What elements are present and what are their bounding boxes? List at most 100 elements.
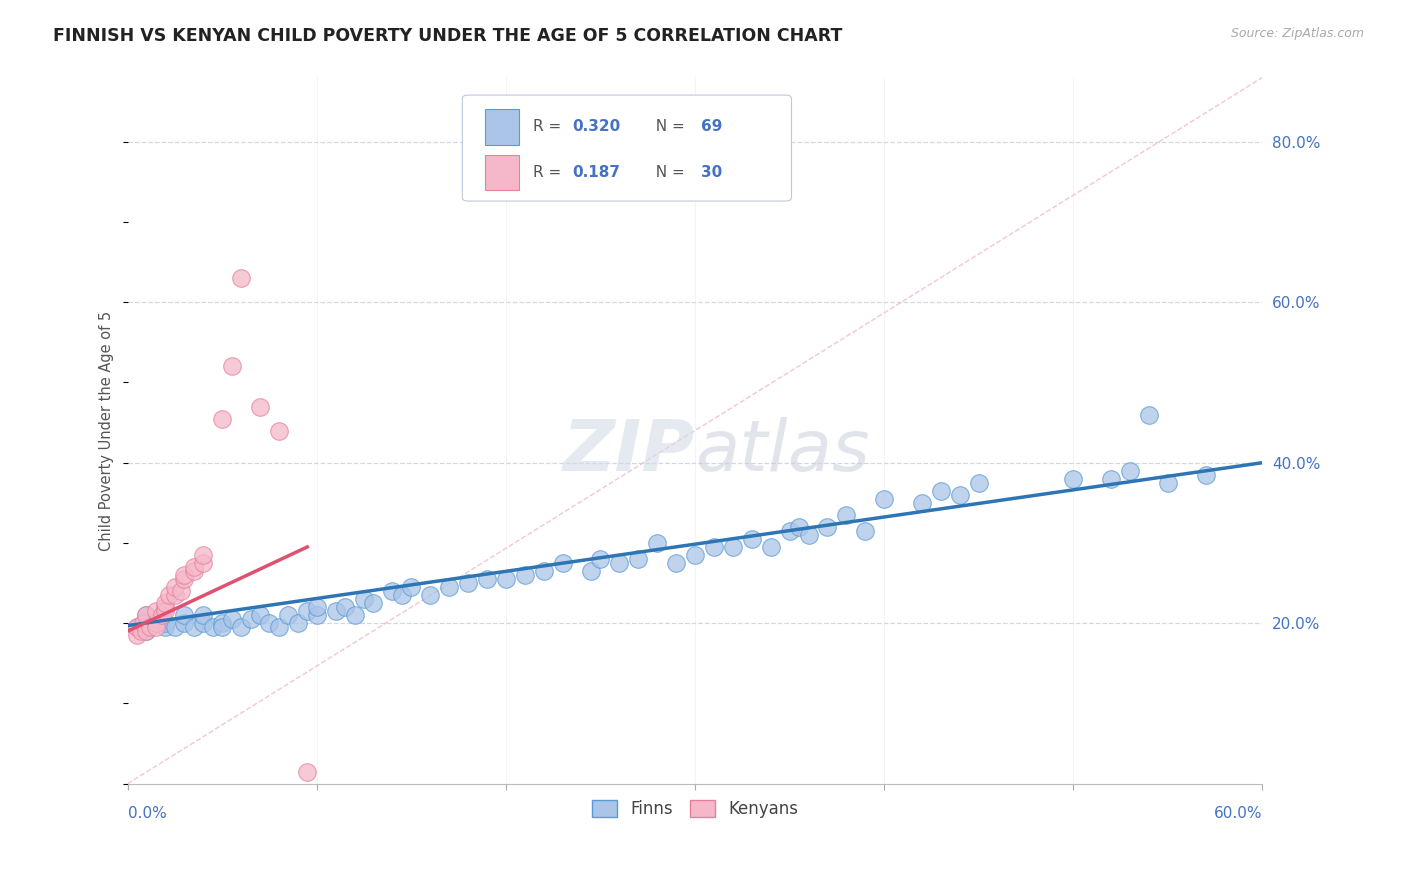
Point xyxy=(457,576,479,591)
Point xyxy=(267,424,290,438)
Point xyxy=(155,616,177,631)
Point xyxy=(163,620,186,634)
Point xyxy=(419,588,441,602)
Point xyxy=(1137,408,1160,422)
Text: N =: N = xyxy=(647,165,690,180)
Point xyxy=(173,608,195,623)
Point xyxy=(305,600,328,615)
Point xyxy=(645,536,668,550)
Point xyxy=(533,564,555,578)
Point xyxy=(551,556,574,570)
Text: 0.0%: 0.0% xyxy=(128,806,166,822)
Point xyxy=(125,620,148,634)
Point xyxy=(873,491,896,506)
Text: 69: 69 xyxy=(700,120,723,135)
Text: R =: R = xyxy=(533,120,565,135)
Point xyxy=(305,608,328,623)
Point xyxy=(333,600,356,615)
Point xyxy=(173,568,195,582)
Point xyxy=(297,604,319,618)
Point xyxy=(229,271,252,285)
Point xyxy=(125,620,148,634)
Point xyxy=(221,612,243,626)
Point xyxy=(815,520,838,534)
Text: N =: N = xyxy=(647,120,690,135)
Point xyxy=(665,556,688,570)
Text: R =: R = xyxy=(533,165,571,180)
Y-axis label: Child Poverty Under the Age of 5: Child Poverty Under the Age of 5 xyxy=(100,310,114,550)
Point xyxy=(277,608,299,623)
Point xyxy=(683,548,706,562)
Point xyxy=(609,556,631,570)
Point xyxy=(135,608,157,623)
Point xyxy=(157,588,180,602)
Point xyxy=(495,572,517,586)
Point xyxy=(155,620,177,634)
Point xyxy=(1195,467,1218,482)
Point xyxy=(853,524,876,538)
Point xyxy=(287,616,309,631)
Point xyxy=(239,612,262,626)
Point xyxy=(221,359,243,374)
Point xyxy=(835,508,858,522)
Point xyxy=(163,580,186,594)
Point xyxy=(135,624,157,639)
Point xyxy=(183,560,205,574)
Point xyxy=(1099,472,1122,486)
Point xyxy=(193,616,215,631)
Point xyxy=(297,764,319,779)
Point xyxy=(589,552,612,566)
Text: 30: 30 xyxy=(700,165,721,180)
Text: atlas: atlas xyxy=(695,417,870,486)
Point xyxy=(779,524,801,538)
Point xyxy=(193,548,215,562)
Point xyxy=(343,608,366,623)
Point xyxy=(381,584,404,599)
Point xyxy=(169,584,191,599)
Point xyxy=(363,596,385,610)
Text: 0.320: 0.320 xyxy=(572,120,620,135)
Point xyxy=(129,624,152,639)
Point xyxy=(437,580,460,594)
Point xyxy=(391,588,413,602)
Text: FINNISH VS KENYAN CHILD POVERTY UNDER THE AGE OF 5 CORRELATION CHART: FINNISH VS KENYAN CHILD POVERTY UNDER TH… xyxy=(53,27,842,45)
Point xyxy=(759,540,782,554)
Point xyxy=(183,620,205,634)
Point xyxy=(797,528,820,542)
Point xyxy=(193,556,215,570)
Point xyxy=(155,596,177,610)
Point xyxy=(211,620,233,634)
Point xyxy=(627,552,650,566)
Point xyxy=(401,580,423,594)
FancyBboxPatch shape xyxy=(463,95,792,201)
Point xyxy=(249,400,271,414)
Point xyxy=(145,620,167,634)
Point xyxy=(131,616,153,631)
Point xyxy=(703,540,725,554)
Point xyxy=(173,572,195,586)
Point xyxy=(163,588,186,602)
Point xyxy=(125,628,148,642)
Point xyxy=(741,532,763,546)
Point xyxy=(135,608,157,623)
Point xyxy=(267,620,290,634)
Point xyxy=(173,616,195,631)
Point xyxy=(949,488,972,502)
Text: Source: ZipAtlas.com: Source: ZipAtlas.com xyxy=(1230,27,1364,40)
Point xyxy=(259,616,281,631)
FancyBboxPatch shape xyxy=(485,109,519,145)
Point xyxy=(155,604,177,618)
Point xyxy=(911,496,934,510)
Text: ZIP: ZIP xyxy=(562,417,695,486)
Point xyxy=(135,624,157,639)
Point xyxy=(579,564,602,578)
Point xyxy=(787,520,810,534)
Text: 60.0%: 60.0% xyxy=(1213,806,1263,822)
Point xyxy=(211,616,233,631)
Point xyxy=(325,604,347,618)
Point xyxy=(211,411,233,425)
Point xyxy=(929,483,952,498)
Point xyxy=(150,608,173,623)
Point xyxy=(249,608,271,623)
Point xyxy=(1157,475,1180,490)
